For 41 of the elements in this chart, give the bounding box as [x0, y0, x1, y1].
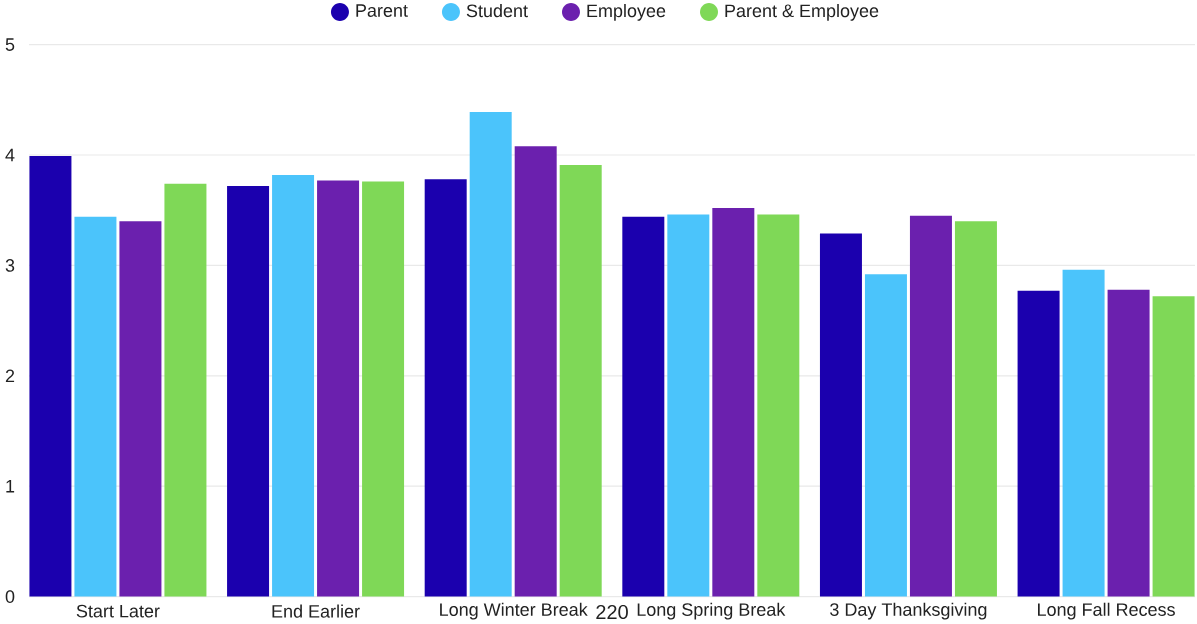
x-tick-label: Long Fall Recess: [1038, 602, 1175, 620]
bar: [712, 207, 755, 597]
bar: [227, 185, 270, 597]
bar: [164, 183, 207, 597]
bar: [667, 214, 710, 597]
bar: [424, 179, 467, 597]
bar: [1107, 289, 1150, 597]
bar: [864, 274, 907, 597]
y-tick-label: 5: [5, 38, 15, 51]
bar: [1062, 269, 1105, 597]
bar: [74, 216, 117, 597]
y-tick-label: 4: [5, 148, 15, 162]
legend-label: Parent & Employee: [725, 4, 879, 21]
x-tick-label: 3 Day Thanksgiving: [830, 602, 987, 620]
bar: [1017, 290, 1060, 597]
x-tick-label: Start Later: [76, 604, 160, 618]
text: 220: [596, 604, 628, 620]
y-tick-label: 1: [6, 480, 15, 493]
bar: [469, 111, 512, 597]
bar: [909, 215, 952, 597]
bar: [622, 216, 665, 597]
y-tick-label: 0: [5, 590, 15, 603]
bar: [29, 156, 72, 597]
y-tick-label: 3: [5, 259, 15, 272]
legend-label: Employee: [587, 4, 666, 21]
legend-label: Parent: [356, 4, 408, 17]
bar: [272, 174, 315, 597]
bar: [514, 146, 557, 597]
bar: [954, 221, 997, 597]
x-tick-label: Long Winter Break: [440, 602, 588, 620]
x-tick-label: End Earlier: [272, 604, 360, 618]
bar: [317, 180, 360, 597]
legend-label: Student: [466, 4, 528, 18]
bar: [819, 233, 862, 597]
bar: [362, 181, 405, 597]
y-tick-label: 2: [5, 369, 15, 383]
bar: [757, 214, 800, 597]
x-tick-label: Long Spring Break: [637, 602, 786, 620]
bar: [559, 164, 602, 597]
bar: [1152, 296, 1195, 597]
bar: [119, 221, 162, 597]
